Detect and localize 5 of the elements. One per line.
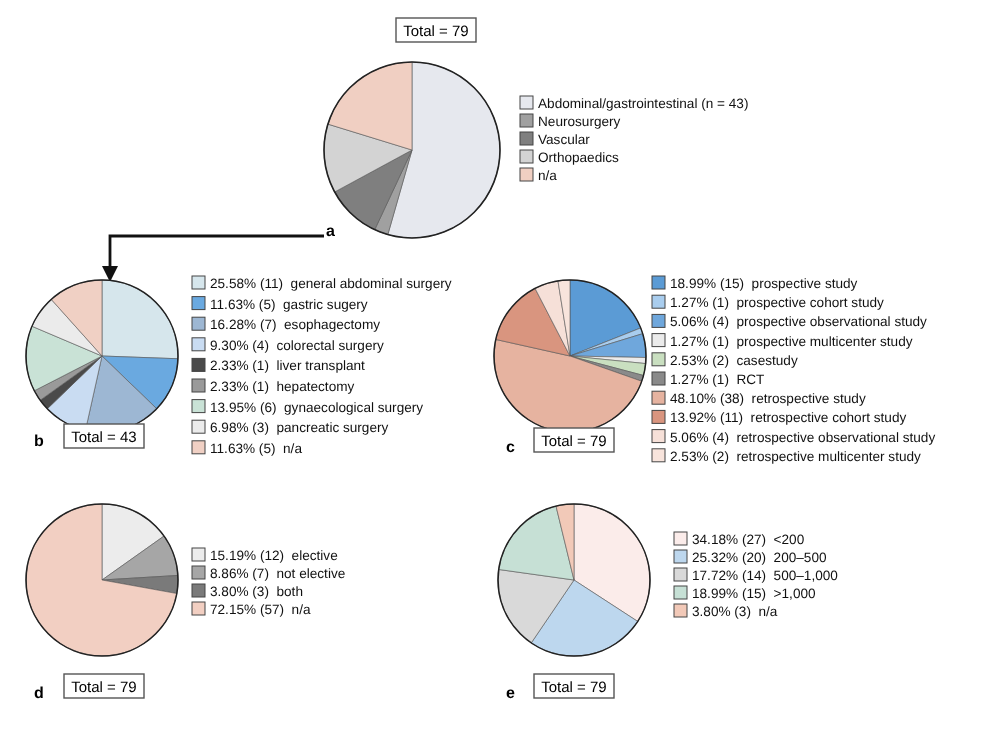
text: b (34, 432, 44, 450)
text: d (34, 684, 44, 702)
text: c (506, 438, 516, 456)
text: e (506, 684, 516, 702)
text: a (326, 222, 336, 240)
